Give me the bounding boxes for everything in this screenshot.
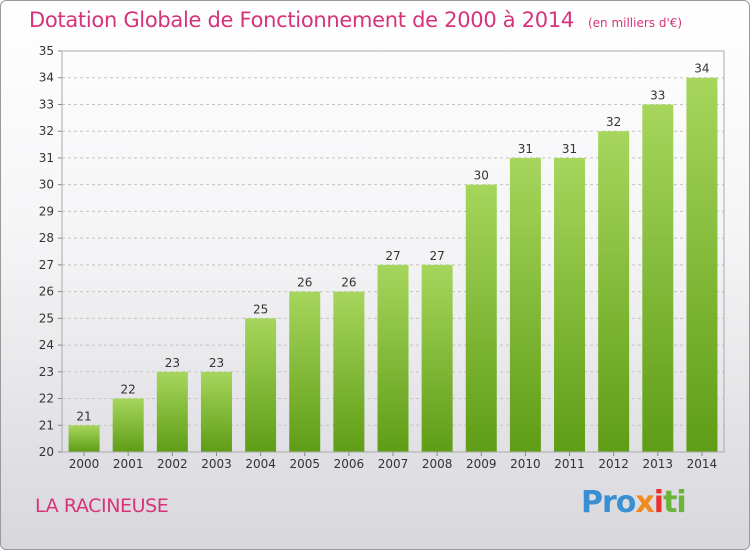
- bar-2011: [554, 157, 586, 452]
- x-tick-label-2010: 2010: [510, 457, 541, 471]
- x-tick-label-2000: 2000: [69, 457, 100, 471]
- bar-2013: [642, 104, 674, 452]
- data-label-2013: 33: [650, 88, 665, 102]
- proxiti-logo: Proxiti: [581, 485, 687, 520]
- y-tick-label: 22: [39, 392, 54, 406]
- x-tick-label-2002: 2002: [157, 457, 188, 471]
- y-axis-ticks: 20 21 22 23 24 25 26 27 28 29 30 31 32 33 34 35: [39, 44, 62, 459]
- x-tick-label-2007: 2007: [378, 457, 409, 471]
- logo-part: i: [653, 485, 664, 520]
- y-tick-label: 27: [39, 258, 54, 272]
- data-label-2009: 30: [474, 169, 489, 183]
- bar-2002: [156, 371, 188, 452]
- x-tick-label-2004: 2004: [245, 457, 276, 471]
- x-tick-label-2013: 2013: [643, 457, 674, 471]
- x-tick-label-2014: 2014: [687, 457, 718, 471]
- y-tick-label: 30: [39, 178, 54, 192]
- y-tick-label: 26: [39, 285, 54, 299]
- y-tick-label: 35: [39, 44, 54, 58]
- data-label-2008: 27: [429, 249, 444, 263]
- bar-2007: [377, 264, 409, 452]
- y-tick-label: 31: [39, 151, 54, 165]
- bar-2008: [421, 264, 453, 452]
- plot-area-border: [61, 50, 725, 453]
- y-tick-label: 20: [39, 445, 54, 459]
- x-tick-label-2011: 2011: [554, 457, 585, 471]
- data-label-2010: 31: [518, 142, 533, 156]
- y-tick-label: 23: [39, 365, 54, 379]
- x-tick-label-2003: 2003: [201, 457, 232, 471]
- data-label-2004: 25: [253, 302, 268, 316]
- chart-title: Dotation Globale de Fonctionnement de 20…: [29, 8, 682, 32]
- y-tick-label: 28: [39, 231, 54, 245]
- bar-2004: [245, 318, 277, 452]
- chart-title-text: Dotation Globale de Fonctionnement de 20…: [29, 8, 574, 32]
- logo-part: ti: [663, 485, 687, 520]
- logo-part: Pro: [581, 485, 636, 520]
- bar-2001: [112, 398, 144, 452]
- x-tick-label-2006: 2006: [334, 457, 365, 471]
- x-tick-label-2005: 2005: [289, 457, 320, 471]
- data-label-2005: 26: [297, 276, 312, 290]
- bar-2003: [200, 371, 232, 452]
- y-tick-label: 24: [39, 338, 54, 352]
- data-label-2014: 34: [694, 62, 709, 76]
- data-label-2001: 22: [121, 383, 136, 397]
- data-label-2006: 26: [341, 276, 356, 290]
- logo-part: x: [635, 485, 654, 520]
- data-label-2011: 31: [562, 142, 577, 156]
- bar-2014: [686, 77, 718, 452]
- bar-2009: [465, 184, 497, 452]
- chart-unit: (en milliers d'€): [587, 16, 683, 30]
- data-label-2003: 23: [209, 356, 224, 370]
- bar-2012: [598, 131, 630, 452]
- x-tick-label-2009: 2009: [466, 457, 497, 471]
- bars: 21 22 23 23 25 26 26 27 27 30 31 31 32 33 34: [68, 62, 718, 452]
- bar-2000: [68, 425, 100, 452]
- x-tick-label-2008: 2008: [422, 457, 453, 471]
- y-tick-label: 25: [39, 311, 54, 325]
- bar-2005: [289, 291, 321, 452]
- y-tick-label: 21: [39, 418, 54, 432]
- data-label-2000: 21: [76, 409, 91, 423]
- x-tick-label-2001: 2001: [113, 457, 144, 471]
- x-tick-label-2012: 2012: [598, 457, 629, 471]
- bar-2010: [509, 157, 541, 452]
- data-label-2012: 32: [606, 115, 621, 129]
- data-label-2002: 23: [165, 356, 180, 370]
- bar-2006: [333, 291, 365, 452]
- y-tick-label: 32: [39, 124, 54, 138]
- y-tick-label: 33: [39, 97, 54, 111]
- y-tick-label: 34: [39, 71, 54, 85]
- place-name: LA RACINEUSE: [35, 495, 169, 517]
- data-label-2007: 27: [385, 249, 400, 263]
- x-axis-ticks: 2000 2001 2002 2003 2004 2005 2006 2007 2008 2009…: [69, 452, 717, 471]
- y-tick-label: 29: [39, 204, 54, 218]
